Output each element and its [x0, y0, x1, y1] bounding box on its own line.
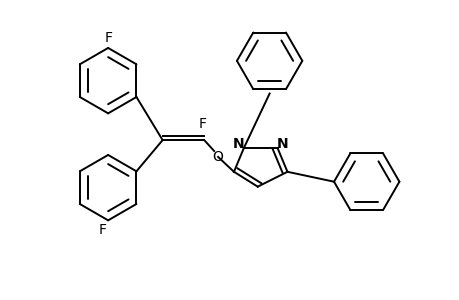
- Text: N: N: [233, 137, 244, 151]
- Text: N: N: [276, 137, 288, 151]
- Text: F: F: [198, 117, 206, 131]
- Text: F: F: [98, 223, 106, 237]
- Text: O: O: [212, 150, 223, 164]
- Text: F: F: [104, 31, 112, 45]
